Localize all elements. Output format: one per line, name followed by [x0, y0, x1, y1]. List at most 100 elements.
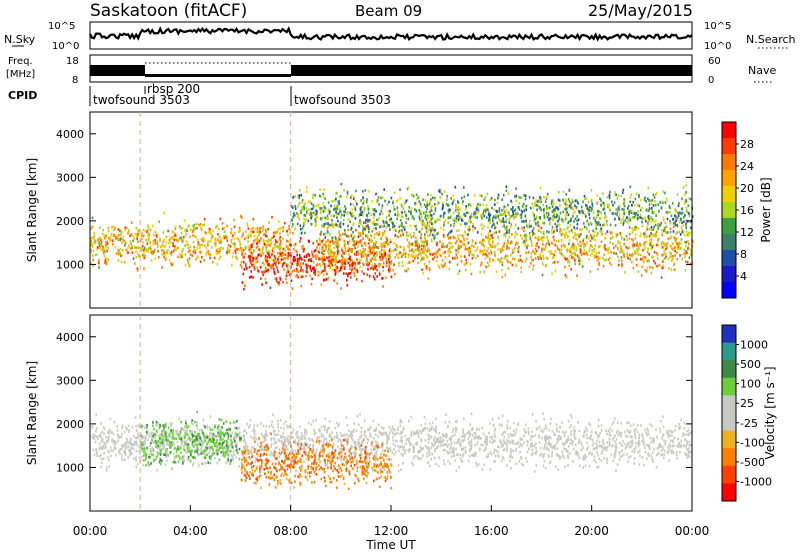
scatter-point: [653, 447, 655, 451]
scatter-point: [436, 255, 439, 259]
scatter-point: [454, 459, 457, 462]
scatter-point: [268, 263, 270, 266]
scatter-point: [450, 229, 453, 233]
scatter-point: [397, 211, 399, 214]
scatter-point: [378, 265, 381, 268]
scatter-point: [524, 214, 527, 218]
scatter-point: [428, 228, 430, 232]
scatter-point: [682, 224, 685, 227]
scatter-point: [526, 224, 528, 228]
scatter-point: [572, 246, 574, 250]
scatter-point: [532, 268, 534, 271]
ytick-label: 2000: [56, 215, 84, 228]
scatter-point: [637, 210, 639, 213]
scatter-point: [545, 204, 548, 208]
scatter-point: [415, 240, 417, 243]
scatter-point: [217, 452, 220, 456]
scatter-point: [482, 238, 484, 242]
scatter-point: [608, 196, 611, 200]
scatter-point: [625, 234, 628, 238]
scatter-point: [460, 223, 462, 226]
scatter-point: [535, 199, 537, 202]
scatter-point: [416, 443, 418, 446]
scatter-point: [412, 259, 414, 263]
scatter-point: [197, 255, 199, 258]
scatter-point: [426, 214, 429, 218]
scatter-point: [438, 189, 440, 193]
scatter-point: [481, 262, 483, 265]
scatter-point: [535, 249, 538, 253]
scatter-point: [218, 418, 220, 421]
scatter-point: [119, 252, 121, 256]
scatter-point: [431, 239, 433, 243]
scatter-point: [172, 249, 175, 253]
scatter-point: [354, 268, 357, 272]
scatter-point: [671, 202, 674, 205]
scatter-point: [226, 224, 228, 228]
scatter-point: [570, 256, 573, 259]
scatter-point: [627, 247, 629, 251]
scatter-point: [534, 201, 536, 205]
scatter-point: [550, 229, 553, 232]
scatter-point: [532, 232, 535, 235]
scatter-point: [628, 210, 631, 214]
scatter-point: [518, 246, 520, 249]
scatter-point: [100, 465, 102, 469]
scatter-point: [680, 242, 682, 245]
scatter-point: [648, 203, 651, 206]
scatter-point: [400, 431, 403, 434]
scatter-point: [170, 424, 172, 428]
scatter-point: [328, 240, 330, 244]
scatter-point: [545, 256, 548, 259]
cpid-label: CPID: [8, 89, 37, 102]
scatter-point: [151, 252, 154, 255]
scatter-point: [205, 246, 208, 250]
scatter-point: [401, 254, 403, 257]
scatter-point: [94, 440, 97, 444]
scatter-point: [271, 236, 274, 240]
scatter-point: [576, 199, 578, 203]
scatter-point: [366, 198, 368, 201]
scatter-point: [596, 259, 599, 262]
scatter-point: [136, 269, 139, 272]
scatter-point: [449, 208, 452, 212]
scatter-point: [282, 445, 285, 448]
scatter-point: [338, 231, 340, 235]
scatter-point: [515, 212, 517, 216]
scatter-point: [331, 236, 333, 240]
scatter-point: [401, 231, 404, 234]
scatter-point: [435, 431, 437, 434]
scatter-point: [647, 219, 650, 222]
scatter-point: [454, 430, 457, 433]
scatter-point: [311, 250, 313, 253]
scatter-point: [455, 447, 457, 451]
scatter-point: [266, 251, 269, 255]
scatter-point: [402, 207, 405, 210]
scatter-point: [373, 437, 375, 440]
scatter-point: [631, 227, 633, 230]
scatter-point: [647, 247, 649, 250]
scatter-point: [375, 264, 378, 268]
scatter-point: [249, 246, 251, 249]
scatter-point: [353, 457, 356, 461]
scatter-point: [187, 246, 190, 250]
scatter-point: [490, 234, 492, 237]
scatter-point: [320, 450, 323, 454]
scatter-point: [622, 215, 625, 219]
scatter-point: [362, 196, 364, 199]
scatter-point: [256, 266, 259, 269]
scatter-point: [444, 250, 446, 254]
scatter-point: [298, 202, 301, 206]
scatter-point: [539, 197, 542, 200]
scatter-point: [560, 229, 563, 233]
scatter-point: [429, 217, 432, 220]
scatter-point: [428, 210, 431, 214]
scatter-point: [624, 447, 627, 450]
scatter-point: [436, 250, 439, 254]
scatter-point: [447, 235, 450, 239]
scatter-point: [420, 239, 423, 242]
scatter-point: [419, 202, 422, 206]
scatter-point: [408, 261, 411, 264]
scatter-point: [380, 242, 383, 246]
scatter-point: [321, 249, 323, 253]
